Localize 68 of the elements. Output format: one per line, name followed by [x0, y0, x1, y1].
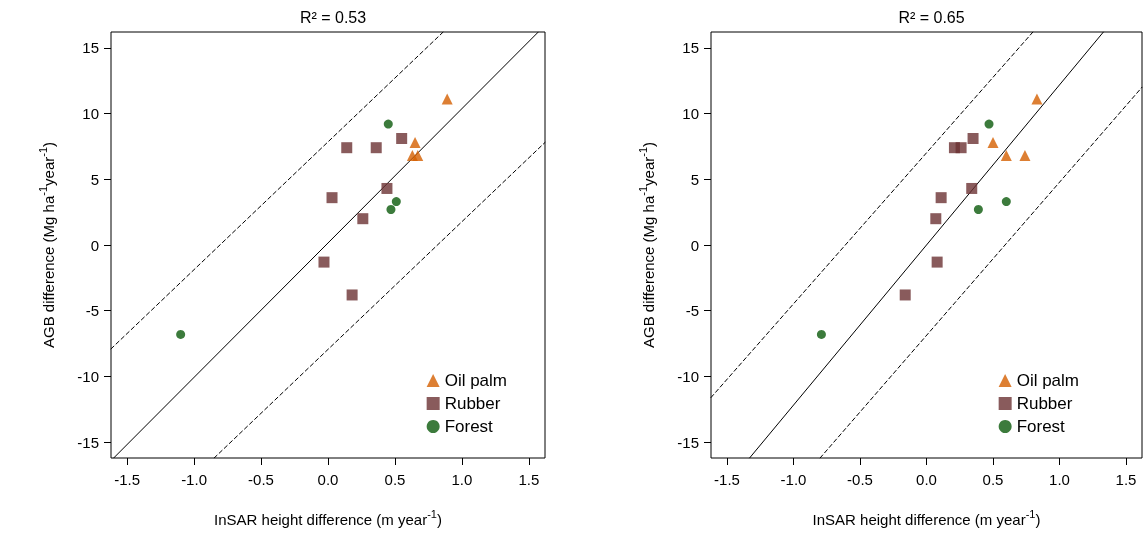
y-tick-label: 15: [682, 39, 699, 57]
x-tick-label: 1.5: [518, 471, 540, 488]
point: [412, 150, 424, 162]
y-tick-label: -10: [677, 367, 699, 385]
chart-title: R² = 0.65: [898, 8, 965, 26]
x-tick-label: -1.0: [780, 471, 807, 488]
point: [930, 213, 942, 225]
chart-title: R² = 0.53: [299, 8, 367, 26]
point: [346, 289, 358, 301]
legend-label: Forest: [1016, 417, 1066, 436]
point: [318, 256, 330, 268]
point: [987, 136, 999, 148]
point: [967, 133, 979, 144]
x-tick-label: -0.5: [248, 471, 274, 488]
point: [984, 119, 994, 129]
legend-label: Rubber: [1016, 394, 1073, 413]
point: [381, 182, 393, 194]
point: [899, 289, 911, 301]
x-tick-label: 1.0: [451, 471, 473, 488]
point: [357, 213, 369, 225]
point: [935, 192, 947, 204]
y-tick-label: 0: [690, 236, 699, 254]
legend-label: Oil palm: [1016, 371, 1080, 390]
point: [1031, 93, 1043, 105]
x-tick-label: -1.5: [714, 471, 740, 488]
y-tick-label: -5: [685, 302, 699, 320]
y-tick-label: 5: [90, 170, 99, 188]
point: [409, 136, 421, 148]
point: [931, 256, 943, 268]
x-tick-label: -1.5: [114, 471, 140, 488]
y-tick-label: 10: [82, 105, 99, 123]
x-tick-label: 1.5: [1115, 471, 1137, 488]
point: [966, 182, 978, 194]
x-tick-label: -1.0: [181, 471, 207, 488]
y-tick-label: 5: [690, 170, 699, 188]
y-tick-label: -10: [77, 367, 99, 385]
y-tick-label: 0: [90, 236, 99, 254]
x-tick-label: 0.0: [916, 471, 937, 488]
legend-label: Oil palm: [444, 371, 508, 390]
point: [341, 142, 353, 154]
point: [386, 205, 396, 214]
point: [370, 142, 382, 154]
point: [176, 329, 186, 339]
y-tick-label: -15: [677, 433, 699, 451]
point: [326, 192, 338, 204]
x-tick-label: 0.0: [317, 471, 339, 488]
point: [955, 142, 967, 154]
x-tick-label: 0.5: [384, 471, 406, 488]
point: [391, 197, 401, 207]
x-tick-label: 0.5: [982, 471, 1004, 488]
point: [1019, 150, 1031, 162]
y-tick-label: -5: [85, 302, 99, 320]
point: [1001, 197, 1011, 207]
point: [441, 93, 453, 105]
point: [396, 133, 408, 144]
y-axis-title: AGB difference (Mg ha-1year-1): [36, 141, 57, 349]
legend-label: Rubber: [444, 394, 501, 413]
point: [973, 205, 983, 214]
legend-label: Forest: [444, 417, 494, 436]
point: [816, 329, 826, 339]
y-tick-label: 15: [82, 39, 99, 57]
point: [383, 119, 393, 129]
y-axis-title: AGB difference (Mg ha-1year-1): [636, 141, 657, 349]
y-tick-label: -15: [77, 433, 99, 451]
y-tick-label: 10: [682, 105, 699, 123]
point: [1000, 150, 1012, 162]
x-tick-label: 1.0: [1049, 471, 1070, 488]
x-tick-label: -0.5: [847, 471, 873, 488]
